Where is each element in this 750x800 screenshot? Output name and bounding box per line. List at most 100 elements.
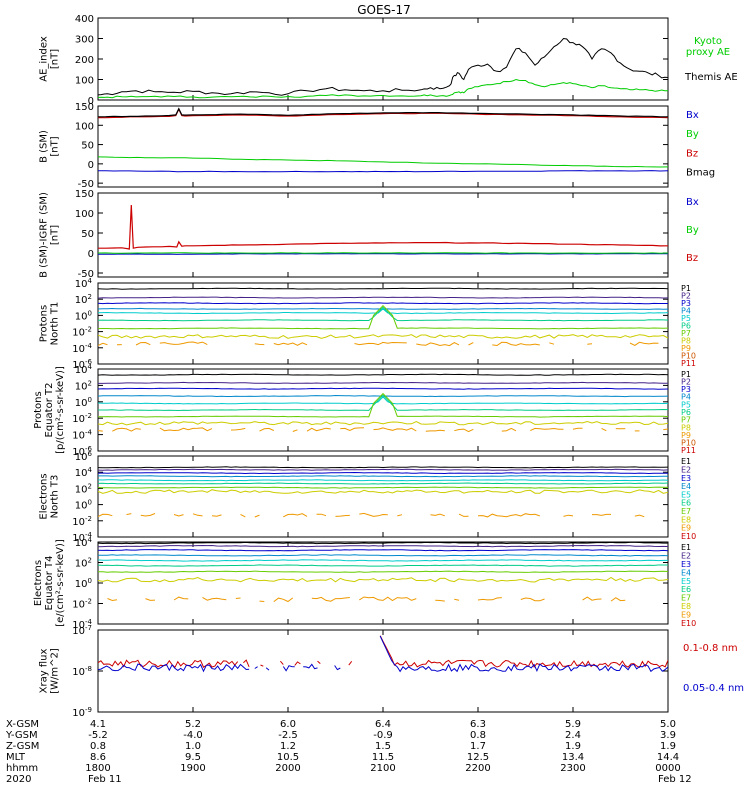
channel-line-e9 [107,598,118,602]
y-axis-label: [W/m^2] [50,648,61,694]
y-axis-label: Electrons [33,560,44,606]
legend-p1: P1 [681,370,691,379]
y-axis-label: Xray flux [39,649,50,694]
x-table-value: 1800 [85,763,110,774]
y-axis-label: [e/(cm²-s-sr-keV)] [55,539,66,627]
legend-xray: 0.05-0.4 nm [683,683,744,694]
legend-e10: E10 [681,532,696,541]
y-tick-label: 10-2 [72,412,92,425]
channel-line-p9 [549,342,555,345]
xray-line [334,665,341,671]
legend-p6: P6 [681,322,691,331]
channel-line-p9 [306,427,331,432]
legend-e7: E7 [681,507,691,516]
channel-line-e6 [98,482,668,485]
x-table-value: 3.9 [660,730,676,741]
channel-line-e8 [98,489,668,494]
channel-line-e8 [98,576,668,583]
x-table-value: 12.5 [467,752,489,763]
channel-line-e9 [211,514,222,517]
y-axis-label: [nT] [50,49,61,69]
legend-bmag: Bmag [686,167,715,178]
legend-e1: E1 [681,543,691,552]
legend-by: By [686,129,699,140]
y-axis-label: Equator T2 [44,383,55,438]
channel-line-p8 [98,334,668,339]
channel-line-p9 [416,342,460,347]
series-line-themis-ae [98,37,668,96]
x-table-value: -4.0 [183,730,203,741]
series-line-bmag [98,107,668,118]
y-axis-label: Protons [33,391,44,428]
channel-line-e9 [335,514,350,517]
channel-line-e9 [140,513,156,517]
x-table-label: X-GSM [6,719,39,730]
panel-ae: 0 100 200 300 400 AE_index [nT] Kyoto proxy AE Th… [39,14,738,107]
x-table-value: -0.9 [373,730,393,741]
x-table-value: 6.0 [280,719,296,730]
y-tick-label: 10-9 [72,706,92,719]
legend-e8: E8 [681,602,691,611]
channel-line-e1 [98,466,668,469]
plot-title: GOES-17 [357,3,411,17]
channel-line-e9 [458,513,469,517]
y-tick-label: 50 [81,141,94,152]
x-table-value: Feb 12 [658,774,692,785]
legend-kyoto: Kyoto proxy AE [686,36,730,58]
channel-line-p1 [98,287,668,290]
x-table-value: -2.5 [278,730,298,741]
legend-p8: P8 [681,337,691,346]
channel-line-e2 [98,468,668,471]
channel-line-e5 [98,559,668,562]
channel-line-e9 [477,597,502,601]
x-table-value: 6.4 [375,719,391,730]
xray-line [254,666,258,669]
legend-e9: E9 [681,610,691,619]
legend-p4: P4 [681,306,691,315]
y-axis-label: B (SM)-IGRF (SM) [39,192,50,278]
y-axis-label: [nT] [50,225,61,245]
series-line-bz [98,204,668,250]
y-tick-label: 150 [75,102,94,113]
channel-line-e4 [98,554,668,557]
x-table-value: 1.5 [375,741,391,752]
channel-line-e9 [173,514,184,517]
channel-line-p9 [501,427,517,432]
xray-line [260,664,264,667]
channel-line-e7 [98,486,668,489]
x-table-label: Z-GSM [6,741,39,752]
channel-line-e9 [435,599,445,602]
legend-e6: E6 [681,499,691,508]
x-table-value: 0000 [655,763,680,774]
channel-line-e9 [634,514,645,518]
x-table-value: 6.3 [470,719,486,730]
legend-xray: 0.1-0.8 nm [683,643,738,654]
panel-frame [97,17,669,101]
channel-line-p9 [629,341,659,346]
legend-e4: E4 [681,568,691,577]
channel-line-p9 [98,342,108,347]
legend-bx: Bx [686,197,699,208]
channel-line-p1 [98,373,668,376]
plot-area [98,635,668,673]
y-tick-label: 10-4 [72,618,92,631]
xray-line [282,665,295,672]
x-table-label: hhmm [6,763,38,774]
channel-line-e9 [359,512,388,517]
channel-line-p9 [663,428,668,431]
y-tick-label: 100 [75,76,94,87]
y-tick-label: 102 [75,293,92,306]
legend-e5: E5 [681,490,691,499]
y-tick-label: 100 [75,499,92,512]
y-tick-label: -50 [78,269,94,280]
panel-b_sm_igrf: -50 0 50 100 150 B (SM)-IGRF (SM) [nT] Bx By Bz [39,189,699,280]
channel-line-e9 [477,513,540,518]
y-tick-label: 10-4 [72,531,92,544]
channel-line-e9 [283,513,308,518]
x-axis-table: X-GSM 4.1 5.2 6.0 6.4 6.3 5.9 5.0 Y-GSM -5.2 -4.0 -… [5,719,692,785]
x-table-value: 10.5 [277,752,299,763]
channel-line-p6 [98,394,668,412]
legend-p3: P3 [681,299,691,308]
plot-area [98,204,668,255]
